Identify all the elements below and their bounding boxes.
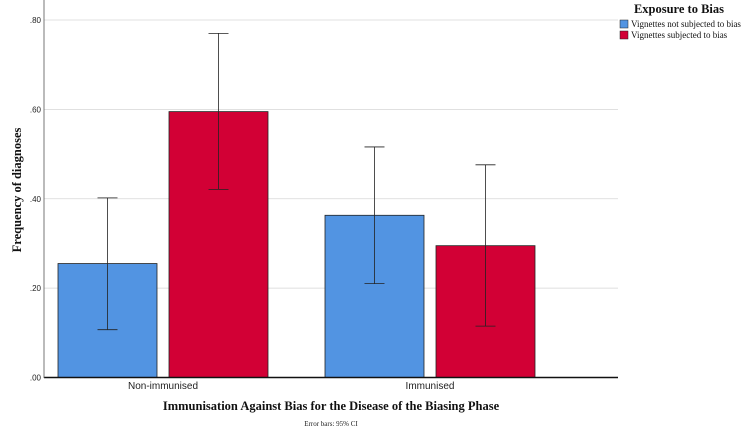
y-axis-ticks: .00 .20 .40 .60 .80 <box>30 16 42 383</box>
legend-title: Exposure to Bias <box>634 2 724 16</box>
legend-items: Vignettes not subjected to biasVignettes… <box>619 19 741 40</box>
y-tick-label: .20 <box>30 284 42 293</box>
error-bars-note: Error bars: 95% CI <box>304 420 358 428</box>
legend-label: Vignettes not subjected to bias <box>631 19 741 29</box>
y-tick-label: .60 <box>30 105 42 114</box>
legend: Exposure to Bias Vignettes not subjected… <box>619 2 741 40</box>
x-category-label: Immunised <box>406 381 455 392</box>
y-tick-label: .00 <box>30 374 42 383</box>
legend-swatch <box>619 19 629 29</box>
x-category-label: Non-immunised <box>128 381 198 392</box>
x-axis-categories: Non-immunised Immunised <box>128 381 454 392</box>
legend-swatch <box>619 30 629 40</box>
error-bars <box>97 33 496 331</box>
y-tick-label: .40 <box>30 195 42 204</box>
y-tick-label: .80 <box>30 16 42 25</box>
bars <box>57 111 536 378</box>
legend-label: Vignettes subjected to bias <box>631 30 728 40</box>
x-axis-title: Immunisation Against Bias for the Diseas… <box>163 399 500 413</box>
y-axis-title: Frequency of diagnoses <box>10 127 24 252</box>
